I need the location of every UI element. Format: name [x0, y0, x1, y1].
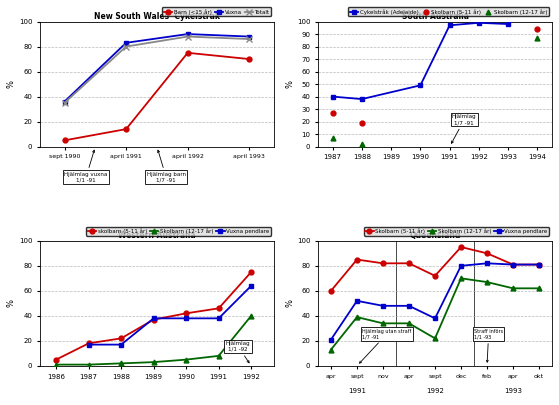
Text: Straff införs
1/1 -93: Straff införs 1/1 -93: [474, 328, 503, 362]
Y-axis label: %: %: [7, 299, 16, 307]
Text: Hjälmlag
1/7 -91: Hjälmlag 1/7 -91: [452, 114, 477, 143]
Title: New South Wales  Cykelstrak: New South Wales Cykelstrak: [94, 12, 220, 21]
Text: Hjälmlag utan straff
1/7 -91: Hjälmlag utan straff 1/7 -91: [359, 328, 411, 363]
Text: Hjälmlag vuxna
1/1 -91: Hjälmlag vuxna 1/1 -91: [64, 150, 108, 183]
Legend: Cykelstråk (Adelaide), Skolbarn (5-11 år), Skolbarn (12-17 år): Cykelstråk (Adelaide), Skolbarn (5-11 år…: [348, 7, 549, 16]
Legend: Skolbarn (5-11 år), Skolbarn (12-17 år), Vuxna pendlare: Skolbarn (5-11 år), Skolbarn (12-17 år),…: [364, 226, 549, 236]
Text: 1993: 1993: [504, 388, 522, 394]
Text: 1991: 1991: [348, 388, 366, 394]
Title: South Australia: South Australia: [401, 12, 468, 21]
Text: Hjälmlag
1/1 -92: Hjälmlag 1/1 -92: [226, 341, 250, 363]
Legend: skolbarn (5-11 år), Skolbarn (12-17 år), Vuxna pendlare: skolbarn (5-11 år), Skolbarn (12-17 år),…: [86, 226, 271, 236]
Title: Queensland: Queensland: [409, 231, 461, 240]
Text: Hjälmlag barn
1/7 -91: Hjälmlag barn 1/7 -91: [146, 150, 186, 183]
Y-axis label: %: %: [7, 80, 16, 88]
Y-axis label: %: %: [285, 80, 294, 88]
Text: 1992: 1992: [426, 388, 444, 394]
Legend: Barn (<15 år), Vuxna, Totalt: Barn (<15 år), Vuxna, Totalt: [162, 7, 271, 16]
Y-axis label: %: %: [285, 299, 294, 307]
Title: Western Australia: Western Australia: [118, 231, 196, 240]
